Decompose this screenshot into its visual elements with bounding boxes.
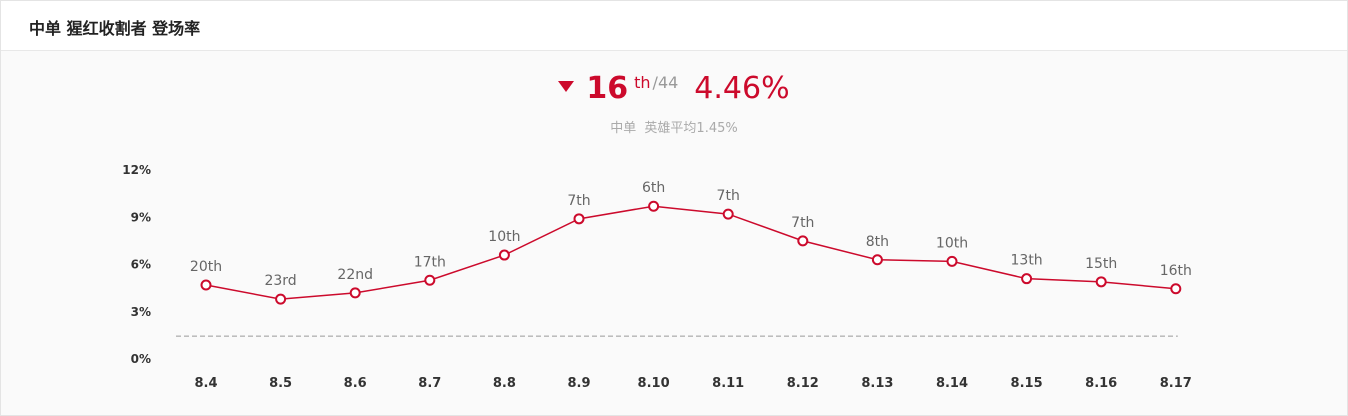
data-point[interactable]	[946, 255, 958, 267]
x-tick-label: 8.16	[1085, 376, 1117, 391]
point-rank-label: 17th	[414, 254, 446, 270]
x-tick-label: 8.11	[712, 376, 744, 391]
data-point[interactable]	[424, 274, 436, 286]
x-tick-label: 8.15	[1011, 376, 1043, 391]
x-tick-label: 8.5	[269, 376, 292, 391]
point-rank-label: 10th	[936, 235, 968, 251]
y-tick-label: 3%	[131, 305, 151, 319]
data-point[interactable]	[1021, 273, 1033, 285]
point-rank-label: 8th	[866, 234, 889, 250]
point-rank-label: 10th	[488, 229, 520, 245]
x-tick-label: 8.17	[1160, 376, 1192, 391]
x-tick-label: 8.12	[787, 376, 819, 391]
data-point[interactable]	[1170, 283, 1182, 295]
panel-title: 中单 猩红收割者 登场率	[29, 19, 201, 38]
y-axis: 0% 3% 6% 9% 12%	[122, 163, 151, 366]
y-tick-label: 6%	[131, 258, 151, 272]
role-average-role: 中单	[610, 121, 637, 136]
data-point[interactable]	[871, 254, 883, 266]
y-tick-label: 12%	[122, 163, 151, 177]
data-point[interactable]	[573, 213, 585, 225]
triangle-down-icon	[558, 81, 575, 92]
point-rank-label: 16th	[1160, 263, 1192, 279]
role-average: 中单 英雄平均1.45%	[1, 117, 1347, 136]
data-point[interactable]	[275, 293, 287, 305]
x-tick-label: 8.7	[418, 376, 441, 391]
x-tick-label: 8.6	[344, 376, 367, 391]
x-tick-label: 8.14	[936, 376, 968, 391]
role-average-label: 英雄平均1.45%	[644, 121, 738, 136]
data-point[interactable]	[797, 235, 809, 247]
point-rank-label: 7th	[567, 193, 590, 209]
y-tick-label: 0%	[131, 352, 151, 366]
data-point[interactable]	[200, 279, 212, 291]
point-rank-label: 22nd	[337, 267, 373, 283]
rank-summary: 16 th/44 4.46%	[1, 71, 1347, 106]
panel-header: 中单 猩红收割者 登场率	[1, 1, 1347, 51]
x-tick-label: 8.8	[493, 376, 516, 391]
point-rank-label: 13th	[1011, 253, 1043, 269]
data-point[interactable]	[498, 249, 510, 261]
data-points	[200, 200, 1182, 305]
point-rank-label: 20th	[190, 259, 222, 275]
data-point[interactable]	[349, 287, 361, 299]
data-point[interactable]	[648, 200, 660, 212]
point-rank-label: 7th	[717, 188, 740, 204]
x-tick-label: 8.10	[638, 376, 670, 391]
x-tick-label: 8.13	[861, 376, 893, 391]
point-rank-label: 23rd	[264, 273, 296, 289]
y-tick-label: 9%	[131, 210, 151, 224]
rank-total: /44	[652, 73, 679, 92]
point-rank-label: 7th	[791, 215, 814, 231]
x-tick-label: 8.9	[567, 376, 590, 391]
rank-number: 16	[586, 71, 629, 106]
usage-rate-series-line	[205, 205, 1176, 300]
usage-rate-value: 4.46%	[694, 71, 790, 106]
x-tick-label: 8.4	[194, 376, 217, 391]
rank-suffix: th	[634, 73, 651, 92]
point-rank-label: 15th	[1085, 256, 1117, 272]
x-axis: 8.4 8.5 8.6 8.7 8.8 8.9 8.10 8.11 8.12 8.13 8.14 8.…	[194, 376, 1191, 391]
point-rank-label: 6th	[642, 180, 665, 196]
data-point[interactable]	[1095, 276, 1107, 288]
point-labels: 20th 23rd 22nd 17th 10th 7th 6th 7th 7th 8th 10th 1…	[190, 180, 1192, 289]
data-point[interactable]	[722, 208, 734, 220]
